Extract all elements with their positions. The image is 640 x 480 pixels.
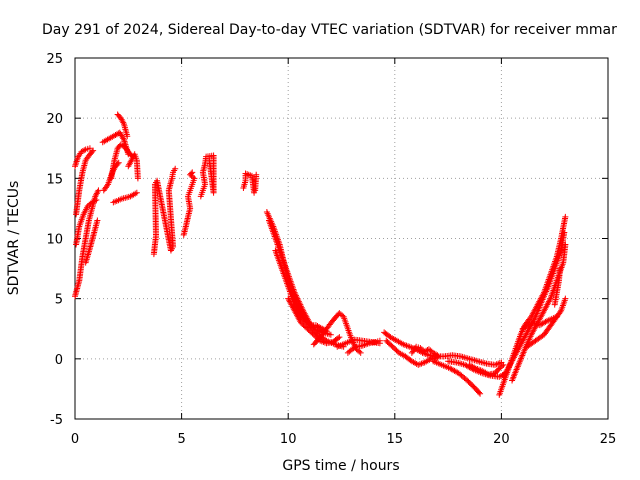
series-arc-early-mid [73, 196, 100, 248]
series-flat-15h-b [383, 337, 441, 368]
x-tick-label: 20 [493, 432, 510, 447]
data-point [499, 363, 506, 370]
data-point [336, 334, 343, 341]
series-arc-12h-c [344, 337, 383, 356]
data-point [134, 175, 141, 182]
data-point [95, 187, 102, 194]
series-arc-early-up-4 [82, 217, 101, 266]
series-arc-peak-6 [125, 151, 141, 182]
data-point [500, 361, 507, 368]
data-point [94, 217, 101, 224]
data-point [172, 165, 179, 172]
data-point [356, 348, 363, 355]
data-point [206, 157, 213, 164]
chart-title: Day 291 of 2024, Sidereal Day-to-day VTE… [42, 22, 617, 38]
data-point [357, 349, 364, 356]
x-tick-label: 10 [280, 432, 297, 447]
y-tick-label: 0 [55, 353, 63, 368]
data-point [253, 171, 260, 178]
data-point [91, 197, 98, 204]
data-point [86, 145, 93, 152]
y-tick-label: 15 [46, 172, 63, 187]
series-valley-19h [466, 361, 507, 378]
series-rise-20h-e [523, 295, 569, 350]
axis-ticks: 0 5 10 15 20 25 -5 0 5 10 15 20 25 [46, 52, 616, 447]
x-tick-label: 0 [71, 432, 79, 447]
series-decline-3 [272, 247, 330, 335]
series-arc-early-up-3 [72, 145, 93, 170]
data-point [305, 320, 312, 327]
series-cluster-4h [150, 165, 179, 258]
series-cluster-8h [240, 170, 260, 196]
series-arc-peak-4 [100, 159, 122, 194]
data-point [562, 241, 569, 248]
data-point [376, 337, 383, 344]
data-point [89, 148, 96, 155]
data-point [561, 229, 568, 236]
data-point [557, 309, 564, 316]
x-tick-label: 5 [177, 432, 185, 447]
data-point [543, 318, 550, 325]
data-point [114, 160, 121, 167]
data-point [124, 133, 131, 140]
data-point [352, 344, 359, 351]
y-tick-label: 20 [46, 112, 63, 127]
data-point [188, 170, 195, 177]
series-tail-22h [551, 265, 564, 308]
data-point [115, 159, 122, 166]
series-cluster-6h [197, 152, 217, 200]
series-valley-18h-a [432, 352, 505, 368]
x-axis-label: GPS time / hours [282, 458, 399, 474]
y-tick-label: 10 [46, 233, 63, 248]
y-tick-label: 5 [55, 293, 63, 308]
series-arc-peak-5 [110, 189, 140, 206]
data-point [93, 196, 100, 203]
data-point [133, 189, 140, 196]
data-point [335, 335, 342, 342]
data-point [120, 135, 127, 142]
data-point [562, 213, 569, 220]
series-arc-peak-3 [114, 111, 131, 140]
series-arc-early-up-2 [73, 147, 97, 218]
data-point [477, 390, 484, 397]
y-tick-label: 25 [46, 52, 63, 67]
series-rise-20h-d [519, 313, 560, 332]
series-valley-18h-b [430, 358, 484, 397]
data-point [476, 389, 483, 396]
y-tick-label: -5 [50, 413, 63, 428]
series-cluster-5h [180, 169, 198, 238]
data-point [81, 147, 88, 154]
x-tick-label: 25 [600, 432, 617, 447]
data-marks [72, 111, 569, 398]
data-point [189, 169, 196, 176]
data-point [327, 331, 334, 338]
y-axis-label: SDTVAR / TECUs [6, 181, 22, 296]
series-rise-20h-b [500, 229, 568, 380]
series-arc-early-up-1 [72, 187, 102, 300]
x-tick-label: 15 [387, 432, 404, 447]
data-point [90, 147, 97, 154]
series-arc-12h-a [310, 310, 364, 356]
data-point [562, 295, 569, 302]
data-point [557, 265, 564, 272]
